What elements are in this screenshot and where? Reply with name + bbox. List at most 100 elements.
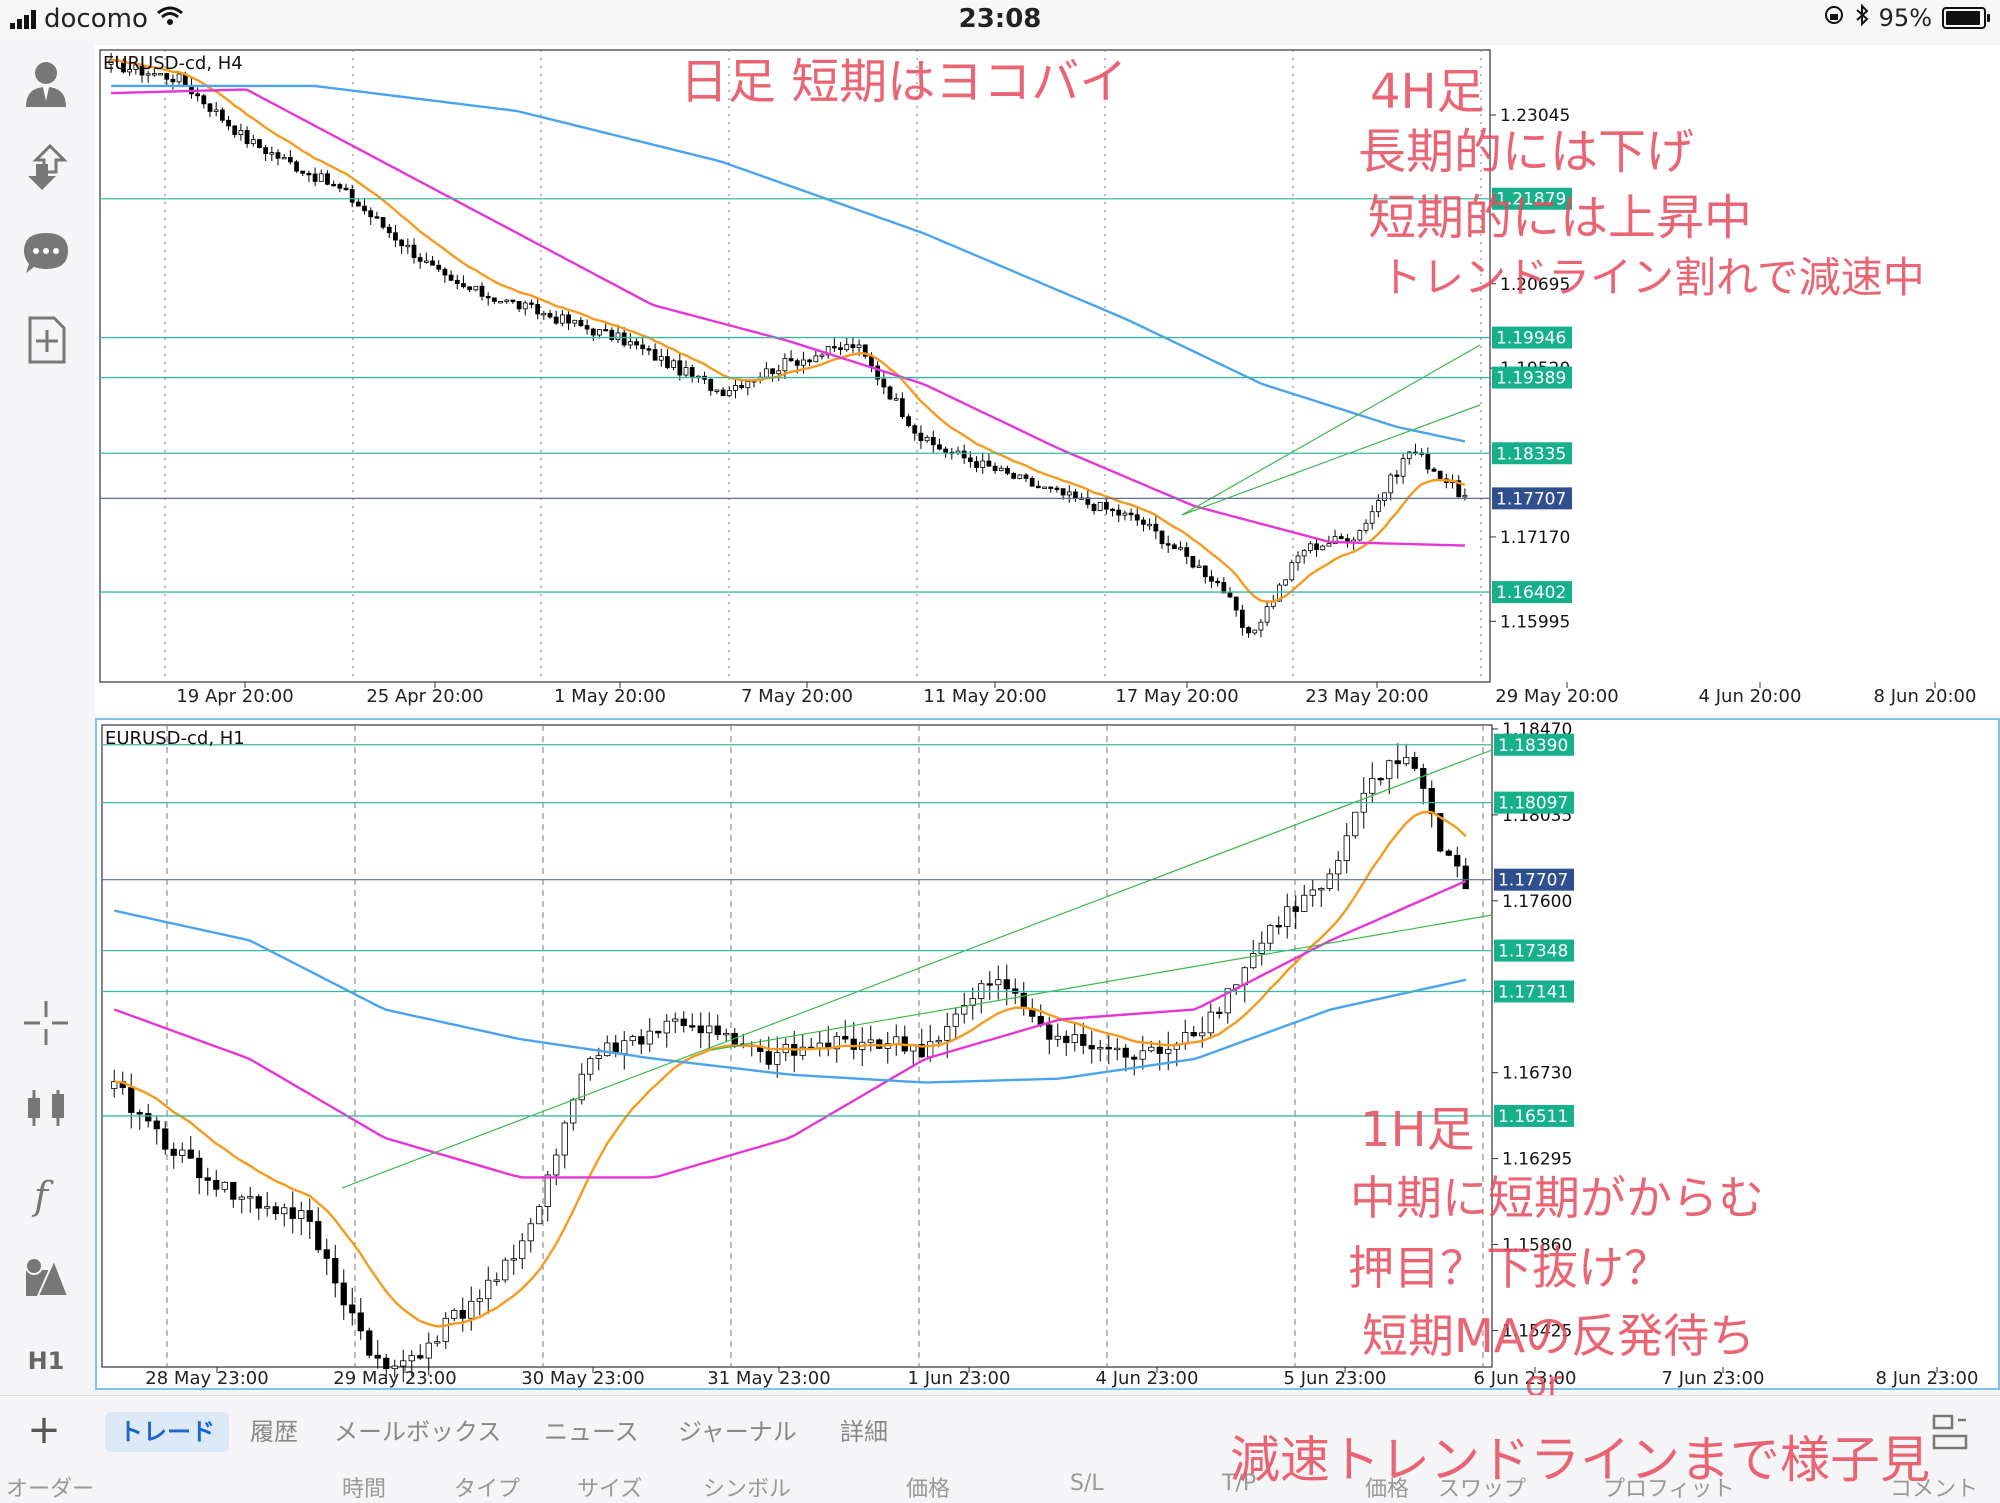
new-order-icon[interactable]	[18, 312, 74, 368]
candle	[162, 1128, 169, 1150]
candle	[1420, 768, 1427, 789]
candle	[1215, 580, 1221, 584]
candle	[930, 436, 936, 446]
account-icon[interactable]	[18, 55, 74, 111]
col-order: オーダー	[6, 1477, 95, 1502]
candle	[655, 1030, 662, 1034]
candle	[1171, 544, 1177, 550]
candle	[1301, 550, 1307, 557]
candle	[196, 1157, 203, 1179]
candle	[1190, 555, 1196, 568]
candle	[831, 346, 837, 349]
chart-h4-panel[interactable]: 19 Apr 20:00 25 Apr 20:00 1 May 20:00 7 May…	[95, 45, 2000, 715]
candle	[1283, 579, 1289, 586]
candle	[1318, 888, 1325, 891]
candle	[153, 1120, 160, 1130]
y-axis-label: 1.17600	[1502, 892, 1572, 912]
tab-history[interactable]: 履歴	[250, 1418, 298, 1446]
candle	[362, 205, 367, 212]
candle	[1190, 1032, 1197, 1037]
crosshair-icon[interactable]	[18, 995, 74, 1051]
candle	[1054, 1035, 1061, 1040]
candle	[179, 1149, 186, 1156]
candle	[1224, 988, 1231, 1014]
candle	[195, 93, 201, 97]
candle	[986, 460, 992, 467]
candle	[323, 1249, 330, 1259]
candle	[677, 360, 683, 376]
candle	[1456, 480, 1462, 498]
trend-line	[1181, 404, 1481, 516]
tab-trade[interactable]: トレード	[105, 1412, 229, 1452]
candle	[158, 73, 163, 76]
tab-news[interactable]: ニュース	[544, 1418, 639, 1446]
candle	[238, 1196, 245, 1200]
candle	[1128, 512, 1134, 516]
y-axis-label: 1.15995	[1500, 612, 1570, 632]
candle	[1369, 777, 1376, 794]
candle	[1073, 491, 1078, 499]
candle	[1122, 1047, 1129, 1058]
y-axis-label: 1.16295	[1502, 1150, 1572, 1170]
candle	[726, 390, 732, 397]
ma-short-line	[111, 58, 1466, 603]
candle	[1363, 522, 1369, 531]
candle	[479, 285, 485, 297]
candle	[621, 1040, 628, 1055]
candle	[578, 1073, 585, 1101]
candle	[510, 299, 516, 302]
tab-mailbox[interactable]: メールボックス	[334, 1418, 502, 1446]
candle	[924, 436, 930, 442]
level-label: 1.18335	[1496, 444, 1566, 464]
candle	[386, 226, 392, 234]
candle	[300, 170, 306, 174]
candle	[281, 156, 287, 160]
candle	[1437, 813, 1444, 852]
candle	[1382, 492, 1387, 502]
candle	[1156, 1046, 1163, 1054]
candle	[587, 1058, 594, 1075]
candle	[1207, 1011, 1214, 1034]
candle	[763, 368, 769, 378]
tab-details[interactable]: 詳細	[840, 1418, 888, 1446]
candle	[842, 1035, 849, 1040]
col-price: 価格	[906, 1477, 951, 1502]
candle	[491, 297, 497, 302]
x-axis-label: 6 Jun 23:00	[1474, 1368, 1577, 1389]
x-axis-label: 1 May 20:00	[554, 686, 666, 707]
candle	[232, 125, 238, 135]
level-label-bg	[1494, 1104, 1574, 1127]
candle	[1122, 512, 1128, 516]
candle	[1029, 477, 1035, 487]
candle	[1386, 760, 1393, 780]
candle	[264, 1206, 271, 1209]
candle	[887, 386, 893, 400]
layout-icon[interactable]	[1930, 1412, 1970, 1452]
candle	[1292, 906, 1299, 912]
annotation-h4-1: 4H足	[1370, 64, 1485, 120]
indicators-icon[interactable]: f	[18, 1165, 74, 1221]
timeframe-selector[interactable]: H1	[18, 1333, 74, 1389]
candle	[615, 332, 621, 340]
level-label-bg	[1494, 939, 1574, 962]
chart-h1-panel[interactable]: 28 May 23:00 29 May 23:00 30 May 23:00 31 M…	[95, 718, 2000, 1390]
candle	[221, 1181, 228, 1190]
level-label-bg	[1492, 581, 1572, 604]
candle	[893, 398, 899, 401]
candle	[1258, 942, 1265, 954]
col-type: タイプ	[454, 1477, 521, 1502]
add-icon[interactable]: +	[27, 1407, 61, 1453]
candle	[927, 1041, 934, 1058]
candle	[417, 257, 423, 262]
candle	[1320, 545, 1326, 551]
tab-journal[interactable]: ジャーナル	[678, 1418, 797, 1446]
candle	[355, 201, 361, 207]
trade-arrows-icon[interactable]	[18, 140, 74, 196]
candle	[572, 319, 578, 324]
chart-type-icon[interactable]	[18, 1080, 74, 1136]
y-axis-label: 1.15425	[1502, 1321, 1572, 1341]
candle	[343, 187, 349, 191]
objects-icon[interactable]	[18, 1250, 74, 1306]
candle	[770, 368, 775, 375]
chat-icon[interactable]	[18, 225, 74, 281]
